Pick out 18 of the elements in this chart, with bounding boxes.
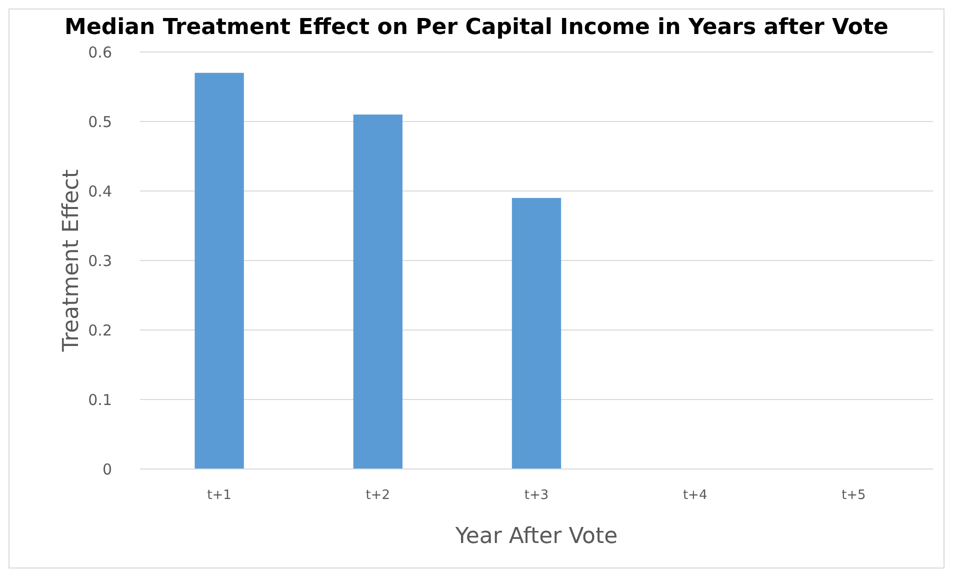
x-tick-label: t+1 [207, 488, 232, 503]
bar [353, 114, 402, 469]
y-tick-label: 0.4 [88, 182, 112, 200]
y-tick-label: 0.1 [88, 390, 112, 409]
x-axis-title: Year After Vote [454, 524, 618, 549]
x-tick-label: t+2 [366, 488, 390, 503]
x-tick-label: t+5 [842, 488, 866, 503]
x-tick-label: t+3 [524, 488, 549, 503]
x-tick-label: t+4 [682, 488, 708, 503]
bar [194, 72, 244, 469]
bar [512, 198, 562, 469]
y-tick-label: 0.5 [88, 112, 112, 131]
y-tick-label: 0.2 [88, 321, 112, 340]
y-axis-title: Treatment Effect [59, 169, 84, 353]
y-tick-label: 0 [102, 460, 112, 478]
y-tick-label: 0.6 [88, 43, 112, 62]
y-tick-label: 0.3 [88, 252, 112, 270]
chart-title: Median Treatment Effect on Per Capital Income in Years after Vote [64, 15, 888, 40]
